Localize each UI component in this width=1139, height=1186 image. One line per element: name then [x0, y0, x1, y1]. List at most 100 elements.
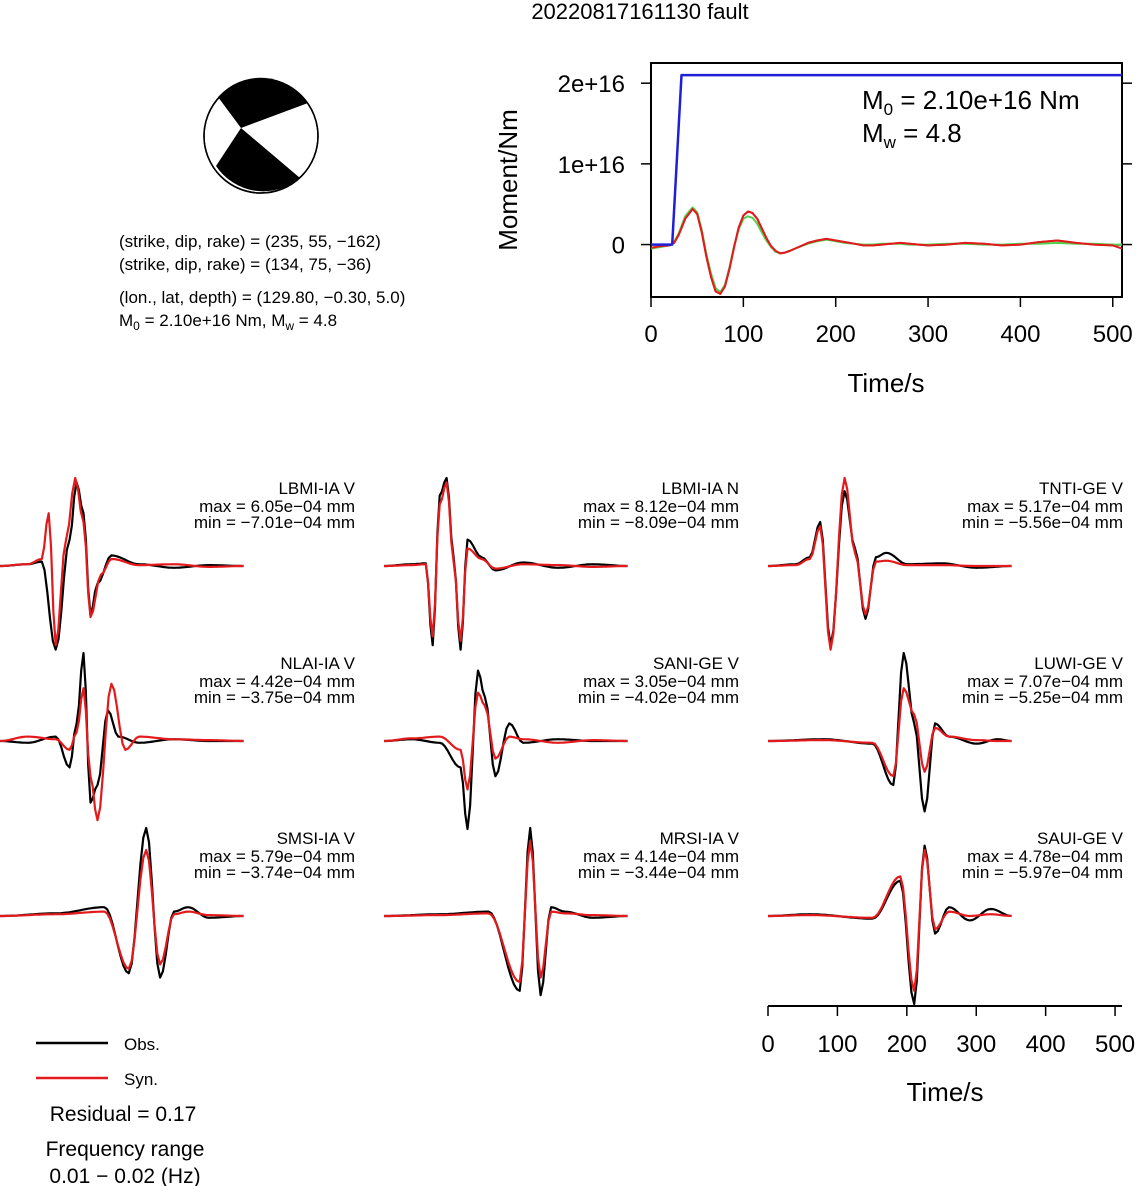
synthetic-waveform	[768, 687, 1012, 778]
beachball-outline-top	[203, 78, 319, 194]
station-max-value: max = 3.05e−04 mm	[583, 672, 739, 691]
station-label: SMSI-IA V	[277, 829, 356, 848]
station-max-value: max = 5.79e−04 mm	[199, 847, 355, 866]
station-max-value: max = 6.05e−04 mm	[199, 497, 355, 516]
synthetic-waveform	[768, 476, 1012, 651]
station-min-value: min = −8.09e−04 mm	[578, 513, 739, 532]
moment-x-tick-label: 200	[816, 321, 856, 348]
moment-x-tick-label: 0	[644, 321, 657, 348]
station-min-value: min = −7.01e−04 mm	[194, 513, 355, 532]
station-max-value: max = 4.42e−04 mm	[199, 672, 355, 691]
station-label: LBMI-IA V	[278, 479, 355, 498]
station-min-value: min = −5.97e−04 mm	[962, 863, 1123, 882]
moment-m0-annotation: M0 = 2.10e+16 Nm	[862, 85, 1080, 119]
synthetic-waveform	[384, 481, 628, 642]
station-label: MRSI-IA V	[660, 829, 740, 848]
moment-rate-series-a	[650, 208, 1123, 295]
station-label: LBMI-IA N	[662, 479, 739, 498]
moment-mw-annotation: Mw = 4.8	[862, 118, 962, 152]
legend-syn-label: Syn.	[124, 1070, 158, 1089]
mw-prefix: M	[862, 118, 884, 148]
moment-y-tick-label: 1e+16	[558, 152, 625, 179]
observed-waveform	[0, 481, 244, 651]
beachball-compression-quadrant-lower	[216, 128, 300, 192]
cumulative-moment-series	[651, 73, 1122, 246]
synthetic-waveform	[384, 840, 628, 984]
waveform-x-label: Time/s	[906, 1077, 983, 1107]
mechanism-m0-sub: 0	[133, 319, 140, 333]
moment-y-label: Moment/Nm	[493, 109, 523, 251]
synthetic-waveform	[383, 691, 628, 791]
figure-title: 20220817161130 fault	[531, 0, 748, 24]
station-label: TNTI-GE V	[1039, 479, 1124, 498]
moment-x-label: Time/s	[847, 368, 924, 398]
waveform-x-tick-label: 400	[1026, 1031, 1066, 1058]
station-max-value: max = 5.17e−04 mm	[967, 497, 1123, 516]
station-min-value: min = −3.44e−04 mm	[578, 863, 739, 882]
mechanism-moment: M0 = 2.10e+16 Nm, Mw = 4.8	[119, 311, 337, 333]
m0-text: = 2.10e+16 Nm	[893, 85, 1079, 115]
waveform-x-tick-label: 300	[956, 1031, 996, 1058]
mechanism-mw-sub: w	[284, 319, 294, 333]
mechanism-mw-end: = 4.8	[294, 311, 337, 330]
moment-curves	[650, 73, 1123, 295]
frequency-range-title: Frequency range	[46, 1138, 205, 1161]
station-min-value: min = −3.74e−04 mm	[194, 863, 355, 882]
station-min-value: min = −4.02e−04 mm	[578, 688, 739, 707]
synthetic-waveform	[0, 682, 244, 822]
legend: Obs. Syn.	[36, 1035, 160, 1089]
moment-x-tick-label: 100	[723, 321, 763, 348]
residual-label: Residual = 0.17	[50, 1103, 197, 1126]
mw-text: = 4.8	[896, 118, 962, 148]
moment-x-ticks: 0 100 200 300 400 500	[644, 297, 1133, 348]
m0-sub: 0	[884, 100, 893, 119]
station-max-value: max = 7.07e−04 mm	[967, 672, 1123, 691]
waveform-time-axis: 0 100 200 300 400 500	[761, 1005, 1135, 1058]
station-max-value: max = 8.12e−04 mm	[583, 497, 739, 516]
station-min-value: min = −3.75e−04 mm	[194, 688, 355, 707]
station-min-value: min = −5.25e−04 mm	[962, 688, 1123, 707]
beachball-plot	[203, 77, 319, 194]
moment-y-tick-label: 2e+16	[558, 71, 625, 98]
moment-y-tick-label: 0	[612, 233, 625, 260]
moment-rate-series-b	[650, 206, 1122, 294]
moment-chart-frame	[650, 62, 1123, 298]
moment-rate-series-c	[650, 208, 1123, 295]
mechanism-m0-prefix: M	[119, 311, 133, 330]
station-label: LUWI-GE V	[1034, 654, 1123, 673]
waveform-x-tick-label: 200	[887, 1031, 927, 1058]
mechanism-plane2: (strike, dip, rake) = (134, 75, −36)	[119, 255, 371, 274]
legend-obs-label: Obs.	[124, 1035, 160, 1054]
beachball-compression-quadrant-upper	[218, 77, 308, 128]
mechanism-m0-mid: = 2.10e+16 Nm, M	[140, 311, 286, 330]
station-min-value: min = −5.56e−04 mm	[962, 513, 1123, 532]
moment-x-tick-label: 300	[908, 321, 948, 348]
station-label: SANI-GE V	[653, 654, 740, 673]
moment-x-tick-label: 500	[1093, 321, 1133, 348]
station-label: SAUI-GE V	[1037, 829, 1124, 848]
waveform-x-tick-label: 0	[761, 1031, 774, 1058]
mw-sub: w	[883, 133, 897, 152]
mechanism-plane1: (strike, dip, rake) = (235, 55, −162)	[119, 232, 381, 251]
waveform-x-tick-label: 100	[817, 1031, 857, 1058]
m0-prefix: M	[862, 85, 884, 115]
waveform-x-tick-label: 500	[1095, 1031, 1135, 1058]
mechanism-location: (lon., lat, depth) = (129.80, −0.30, 5.0…	[119, 288, 405, 307]
synthetic-waveform	[768, 848, 1012, 992]
synthetic-waveform	[0, 848, 244, 970]
moment-x-tick-label: 400	[1000, 321, 1040, 348]
moment-y-ticks: 0 1e+16 2e+16	[558, 71, 1132, 260]
frequency-range-value: 0.01 − 0.02 (Hz)	[49, 1165, 200, 1186]
station-max-value: max = 4.14e−04 mm	[583, 847, 739, 866]
